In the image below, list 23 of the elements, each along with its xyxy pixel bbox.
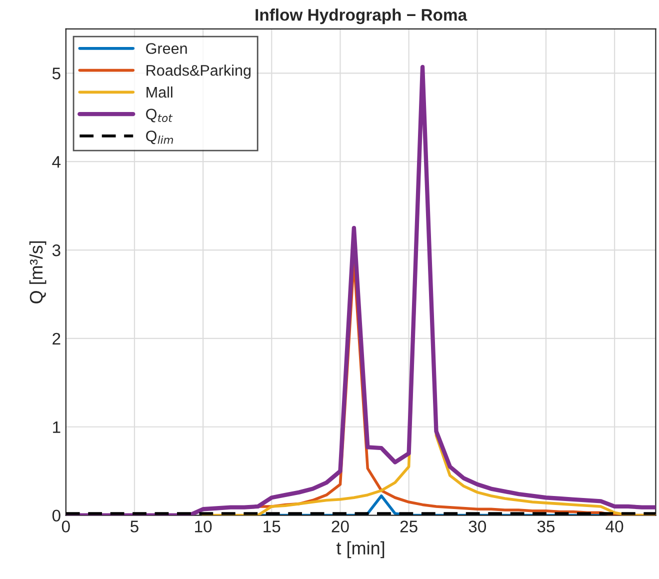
legend-label: Mall — [146, 86, 172, 98]
legend-label: Roads&Parking — [146, 64, 251, 79]
y-tick-label: 0 — [52, 510, 60, 522]
y-axis-title: Q [m³/s] — [29, 241, 46, 304]
x-tick-label: 0 — [62, 520, 70, 532]
y-tick-label: 4 — [52, 156, 61, 168]
x-tick-label: 25 — [400, 520, 418, 532]
x-tick-label: 20 — [332, 520, 349, 532]
legend-label: Q$_{tot}$ — [146, 108, 173, 122]
x-tick-label: 40 — [606, 520, 624, 532]
x-tick-label: 35 — [537, 520, 555, 532]
legend-label: Green — [146, 43, 187, 54]
x-tick-label: 30 — [468, 520, 486, 532]
legend-label: Q$_{lim}$ — [146, 130, 174, 144]
x-tick-label: 15 — [264, 520, 280, 532]
y-tick-label: 5 — [52, 68, 60, 80]
x-axis-title: t [min] — [336, 541, 384, 558]
y-tick-label: 2 — [52, 332, 60, 344]
chart-title: Inflow Hydrograph − Roma — [256, 8, 468, 24]
x-tick-label: 10 — [195, 520, 212, 532]
y-tick-label: 3 — [52, 244, 60, 256]
y-tick-label: 1 — [53, 421, 60, 433]
x-tick-label: 5 — [130, 520, 138, 532]
